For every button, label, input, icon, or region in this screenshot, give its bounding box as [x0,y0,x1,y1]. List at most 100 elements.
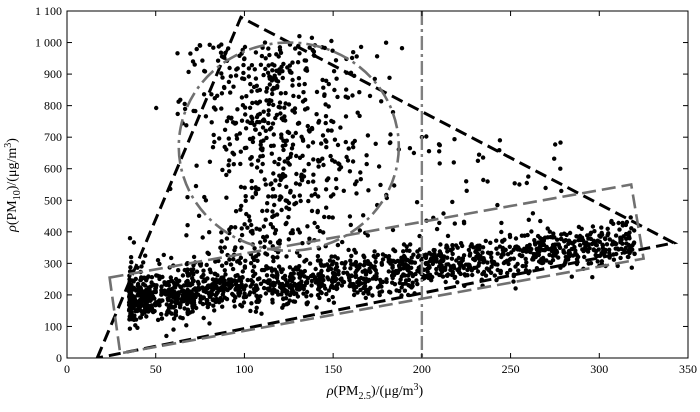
data-point [194,163,199,168]
data-point [494,238,499,243]
data-point [326,81,331,87]
data-point [533,242,538,247]
data-point [334,264,340,270]
data-point [627,230,632,235]
data-point [322,263,327,268]
data-point [245,119,250,124]
data-point [338,125,343,130]
data-point [127,236,133,241]
data-point [364,153,369,158]
data-point [311,49,317,54]
data-point [299,178,305,183]
data-point [243,126,249,131]
data-point [345,158,351,163]
data-point [255,101,260,106]
data-point [559,188,564,194]
data-point [175,51,180,56]
data-point [531,255,536,260]
data-point [222,245,227,250]
data-point [297,253,302,259]
data-point [252,122,257,128]
data-point [592,229,597,234]
data-point [203,278,208,284]
data-point [375,252,380,258]
data-point [269,98,274,104]
data-point [304,294,309,299]
data-point [281,166,286,171]
data-point [410,273,415,279]
data-point [411,252,416,257]
data-point [264,86,270,91]
data-point [259,311,264,316]
x-tick-label: 200 [413,362,431,376]
data-point [469,242,474,247]
data-point [316,118,322,124]
data-point [329,38,334,44]
data-point [180,316,185,321]
data-point [425,260,430,265]
data-point [480,245,486,250]
y-axis-label: ρ(PM10)/(μg/m3) [3,138,23,233]
y-tick-label: 800 [44,99,62,113]
data-point [466,247,472,253]
data-point [318,289,323,295]
data-point [192,62,197,67]
data-point [529,229,534,234]
data-point [618,255,623,261]
data-point [237,131,243,136]
data-point [523,256,528,262]
data-point [266,101,272,107]
data-point [590,275,595,280]
data-point [415,268,420,273]
data-point [250,231,255,236]
data-point [253,271,258,276]
data-point [541,238,546,244]
data-point [333,177,339,182]
data-point [319,268,324,274]
data-point [247,105,253,111]
data-point [513,236,519,241]
data-point [258,154,263,159]
axis-label-sub: 10 [12,190,23,200]
data-point [302,268,307,274]
data-point [362,262,367,267]
data-point [486,268,492,273]
x-tick-label: 0 [64,362,70,376]
data-point [540,255,546,261]
data-point [291,93,296,99]
data-point [209,120,214,125]
data-point [249,89,254,94]
data-point [309,125,315,131]
data-point [266,46,271,51]
data-point [315,254,321,259]
data-point [219,230,224,235]
data-point [153,288,158,293]
data-point [268,240,273,245]
data-point [553,142,558,147]
data-point [483,273,489,278]
data-point [313,187,318,192]
data-point [427,250,432,256]
data-point [249,62,255,68]
data-point [372,249,377,254]
data-point [263,182,268,187]
data-point [196,213,202,218]
data-point [200,58,205,63]
data-point [314,280,319,285]
data-point [597,239,602,244]
data-point [323,138,328,143]
data-point [468,251,473,256]
data-point [140,298,145,303]
y-tick-label: 0 [56,351,62,365]
data-point [378,182,383,188]
data-point [488,251,493,256]
data-point [335,242,341,248]
data-point [181,283,187,288]
data-point [157,303,162,308]
data-point [187,299,193,304]
data-point [287,298,292,303]
data-point [563,238,568,243]
data-point [222,268,227,273]
data-point [526,217,531,222]
data-point [283,296,289,301]
